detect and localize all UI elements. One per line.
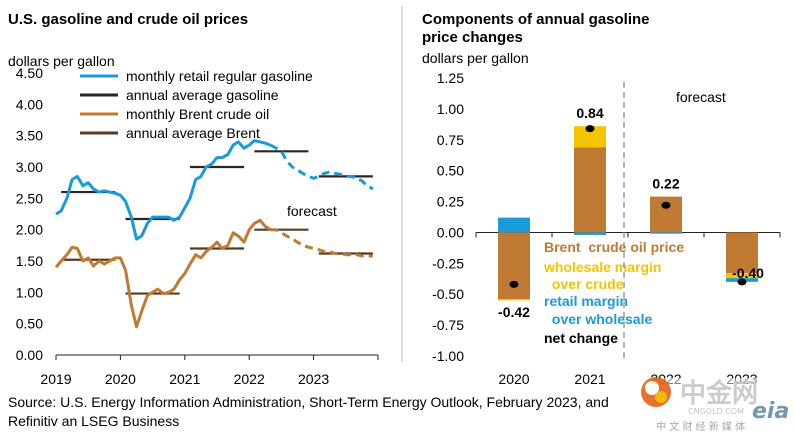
left-chart-ylabel: dollars per gallon — [8, 53, 115, 69]
monthly-series-line — [55, 139, 272, 241]
stacked-bar-segment — [498, 232, 530, 300]
left-x-tick-label: 2023 — [298, 371, 329, 387]
left-y-tick-label: 1.50 — [16, 253, 43, 269]
net-change-label: -0.40 — [732, 265, 764, 281]
eia-logo: eia — [752, 399, 789, 424]
stacked-bar-segment — [574, 147, 606, 233]
net-change-marker — [585, 125, 595, 133]
component-legend-entry: retail margin — [544, 293, 628, 309]
left-y-tick-label: 4.00 — [16, 96, 43, 112]
left-y-tick-label: 3.00 — [16, 159, 43, 175]
cngold-url: CNGOLD.COM — [688, 407, 744, 416]
right-y-tick-label: -1.00 — [432, 348, 464, 364]
legend-entry: annual average gasoline — [126, 87, 279, 103]
stacked-bar-segment — [726, 232, 758, 274]
left-x-tick-label: 2021 — [169, 371, 200, 387]
left-forecast-label: forecast — [287, 203, 337, 219]
monthly-series-line — [54, 218, 272, 329]
right-y-tick-label: -0.50 — [432, 286, 464, 302]
stacked-bar-segment — [726, 273, 758, 279]
stacked-bar-segment — [574, 126, 606, 148]
left-y-tick-label: 0.00 — [16, 347, 43, 363]
component-legend-entry: over crude — [548, 276, 624, 292]
left-chart-legend: monthly retail regular gasoline annual av… — [80, 68, 313, 141]
left-y-tick-label: 4.50 — [16, 65, 43, 81]
right-y-tick-label: 0.75 — [437, 132, 464, 148]
left-x-tick-label: 2020 — [105, 371, 136, 387]
component-legend-entry: wholesale margin — [543, 259, 661, 275]
left-y-tick-label: 2.50 — [16, 190, 43, 206]
right-y-tick-label: -0.25 — [432, 255, 464, 271]
legend-entry: monthly Brent crude oil — [126, 106, 269, 122]
component-legend-entry: net change — [544, 330, 618, 346]
right-chart-net-change: -0.42 0.84 0.22 -0.40 — [498, 105, 764, 320]
source-line-1: Source: U.S. Energy Information Administ… — [8, 394, 609, 410]
left-x-tick-label: 2022 — [234, 371, 265, 387]
net-change-marker — [661, 201, 671, 209]
right-y-tick-label: 0.50 — [437, 163, 464, 179]
stacked-bar-segment — [498, 217, 530, 233]
cngold-subtitle: 中 文 财 经 新 媒 体 — [656, 420, 745, 433]
left-x-tick-label: 2019 — [40, 371, 71, 387]
cngold-logo-text: 中金网 — [680, 378, 758, 409]
net-change-label: 0.84 — [576, 105, 603, 121]
stacked-bar-segment — [498, 299, 530, 301]
left-chart-axes: 4.50 4.00 3.50 3.00 2.50 2.00 1.50 1.00 0.50 0.00… — [16, 65, 379, 387]
legend-entry: annual average Brent — [126, 125, 260, 141]
right-forecast-label: forecast — [676, 89, 726, 105]
right-chart-legend: Brent crude oil price wholesale margin ov… — [543, 239, 684, 346]
component-legend-entry: Brent crude oil price — [544, 239, 684, 255]
left-y-tick-label: 2.00 — [16, 222, 43, 238]
right-y-tick-label: 0.00 — [437, 224, 464, 240]
stacked-bar-segment — [650, 232, 682, 234]
net-change-label: 0.22 — [652, 176, 679, 192]
net-change-label: -0.42 — [498, 304, 530, 320]
stacked-bar-segment — [574, 232, 606, 235]
right-chart-ylabel: dollars per gallon — [422, 50, 529, 66]
right-x-tick-label: 2021 — [574, 371, 605, 387]
right-y-tick-label: 1.25 — [437, 70, 464, 86]
left-y-tick-label: 3.50 — [16, 128, 43, 144]
net-change-marker — [737, 278, 747, 286]
right-y-tick-label: 1.00 — [437, 101, 464, 117]
component-legend-entry: over wholesale — [548, 311, 652, 327]
right-chart-title-line1: Components of annual gasoline — [422, 11, 650, 28]
right-x-tick-label: 2020 — [498, 371, 529, 387]
left-chart-lines — [54, 139, 374, 329]
monthly-series-forecast-line — [270, 228, 373, 258]
right-y-tick-label: 0.25 — [437, 194, 464, 210]
legend-entry: monthly retail regular gasoline — [126, 68, 313, 84]
right-chart-axes: 1.25 1.00 0.75 0.50 0.25 0.00 -0.25 -0.50 -0.75 -… — [432, 70, 781, 387]
left-chart-title: U.S. gasoline and crude oil prices — [8, 11, 248, 28]
right-y-tick-label: -0.75 — [432, 317, 464, 333]
left-y-tick-label: 0.50 — [16, 316, 43, 332]
left-y-tick-label: 1.00 — [16, 284, 43, 300]
net-change-marker — [509, 280, 519, 288]
source-line-2: Refinitiv an LSEG Business — [8, 413, 179, 429]
cngold-watermark-logo: 中金网 CNGOLD.COM 中 文 财 经 新 媒 体 eia — [634, 377, 790, 440]
right-chart-title-line2: price changes — [422, 29, 523, 46]
